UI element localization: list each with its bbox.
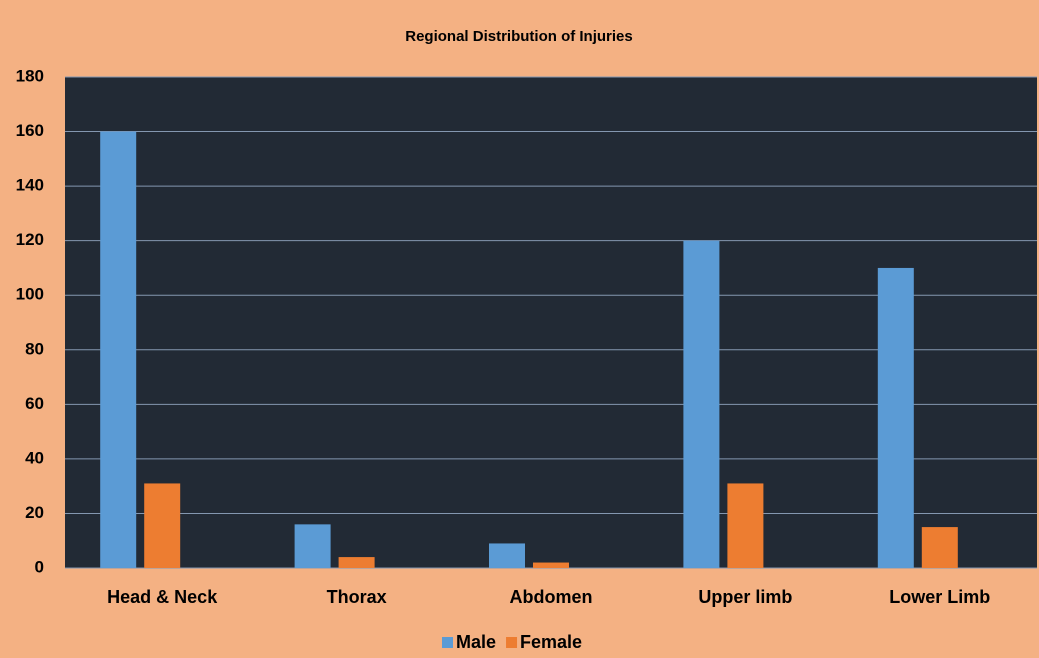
y-tick-label: 100 bbox=[16, 285, 44, 304]
bar bbox=[727, 483, 764, 568]
y-tick-label: 140 bbox=[16, 176, 44, 195]
bar bbox=[877, 267, 914, 568]
y-tick-label: 80 bbox=[25, 339, 44, 358]
y-tick-label: 120 bbox=[16, 230, 44, 249]
bar bbox=[683, 240, 720, 568]
bar bbox=[338, 557, 375, 568]
legend-swatch bbox=[442, 637, 453, 648]
x-tick-label: Abdomen bbox=[510, 587, 593, 607]
bar bbox=[144, 483, 181, 568]
bar bbox=[533, 562, 569, 568]
bar bbox=[921, 527, 958, 568]
legend-swatch bbox=[506, 637, 518, 648]
x-tick-label: Lower Limb bbox=[889, 587, 990, 607]
legend-label: Female bbox=[520, 632, 582, 652]
y-tick-label: 0 bbox=[35, 557, 44, 576]
x-tick-label: Upper limb bbox=[698, 587, 792, 607]
chart-title: Regional Distribution of Injuries bbox=[405, 28, 633, 45]
bar bbox=[100, 131, 137, 569]
bar bbox=[489, 543, 525, 568]
y-tick-label: 20 bbox=[25, 503, 44, 522]
plot-area bbox=[65, 77, 1037, 568]
y-tick-label: 160 bbox=[16, 121, 44, 140]
x-tick-label: Head & Neck bbox=[107, 587, 218, 607]
bar bbox=[294, 524, 331, 568]
legend-label: Male bbox=[456, 632, 496, 652]
y-tick-label: 180 bbox=[16, 66, 44, 85]
y-tick-label: 60 bbox=[25, 394, 44, 413]
x-tick-label: Thorax bbox=[327, 587, 387, 607]
y-tick-label: 40 bbox=[25, 448, 44, 467]
